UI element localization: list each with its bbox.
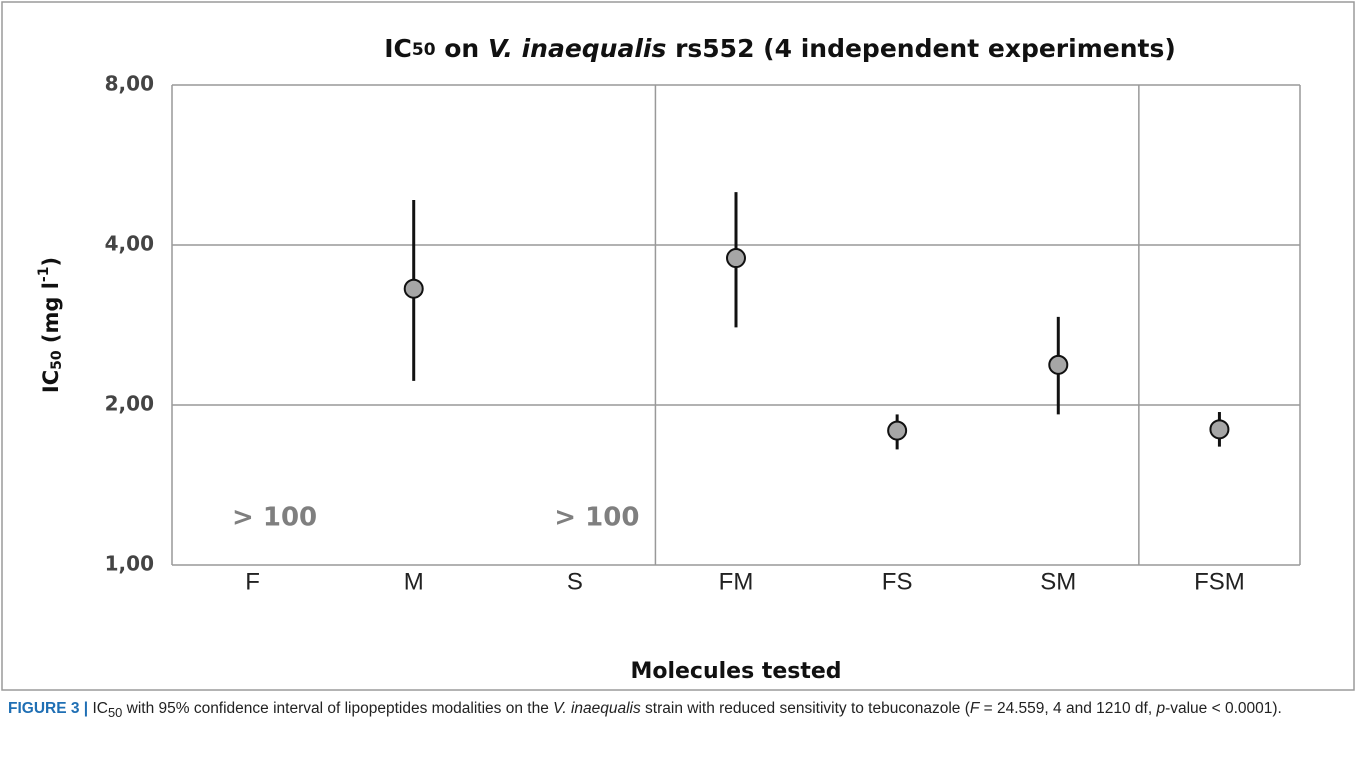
caption-part: -value < 0.0001). <box>1165 700 1282 717</box>
y-tick-label: 2,00 <box>105 392 154 416</box>
title-part: rs552 (4 independent experiments) <box>666 34 1175 63</box>
title-part: 50 <box>412 40 436 60</box>
title-part: on <box>436 34 488 63</box>
caption-part: F <box>969 700 980 717</box>
x-tick-label: F <box>245 568 260 595</box>
y-tick-label: 8,00 <box>105 72 154 96</box>
chart-title: IC50 on V. inaequalis rs552 (4 independe… <box>384 34 1176 63</box>
point <box>726 248 746 269</box>
point <box>1209 419 1230 440</box>
label-part: -1 <box>36 266 52 282</box>
point <box>403 278 424 299</box>
x-tick-label: FS <box>882 568 913 595</box>
frame <box>1 1 1355 691</box>
caption-part: with 95% confidence interval of lipopept… <box>122 700 554 717</box>
x-tick-label: M <box>404 568 424 595</box>
y-axis-label: IC50 (mg l-1) <box>36 257 65 393</box>
y-tick-label: 1,00 <box>105 552 154 576</box>
x-tick-label: FSM <box>1194 568 1245 595</box>
caption-part: V. inaequalis <box>553 700 641 717</box>
caption: FIGURE 3 | IC50 with 95% confidence inte… <box>8 697 1348 725</box>
annotation: > 100 <box>232 503 317 533</box>
caption-part: IC <box>88 700 108 717</box>
label-part: IC <box>39 370 63 393</box>
label-part: ) <box>39 257 63 267</box>
caption-part: 50 <box>107 705 123 721</box>
point <box>887 420 908 441</box>
chart: IC50 on V. inaequalis rs552 (4 independe… <box>1 1 1355 691</box>
title-part: V. inaequalis <box>488 34 666 63</box>
x-axis-label: Molecules tested <box>630 659 841 684</box>
point <box>1048 354 1069 375</box>
caption-lead: FIGURE 3 | <box>8 700 89 717</box>
label-part: 50 <box>49 350 65 370</box>
y-tick-label: 4,00 <box>105 232 154 256</box>
title-part: IC <box>384 34 412 63</box>
x-tick-label: FM <box>719 568 754 595</box>
x-tick-label: S <box>567 568 583 595</box>
caption-part: strain with reduced sensitivity to tebuc… <box>640 700 970 717</box>
x-tick-label: SM <box>1040 568 1076 595</box>
annotation: > 100 <box>554 503 639 533</box>
label-part: (mg l <box>39 282 63 350</box>
caption-part: = 24.559, 4 and 1210 df, <box>979 700 1157 717</box>
caption-part: p <box>1156 700 1166 717</box>
